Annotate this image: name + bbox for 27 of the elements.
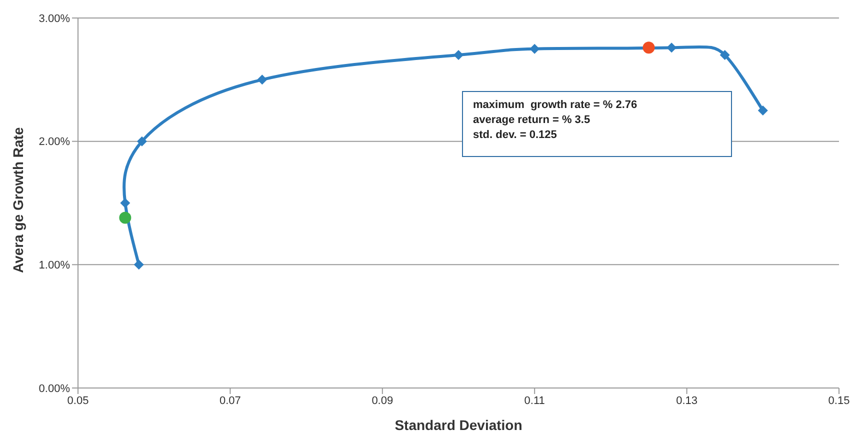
- y-tick-label: 3.00%: [38, 12, 70, 25]
- y-tick-label: 2.00%: [38, 136, 70, 148]
- point: [758, 106, 768, 116]
- point: [454, 50, 464, 60]
- x-axis-title: Standard Deviation: [394, 417, 522, 433]
- point: [257, 74, 268, 85]
- text-box: maximum growth rate = % 2.76 average return = % 3.5 std. dev. = 0.125: [462, 91, 732, 157]
- y-axis-title: Avera ge Growth Rate: [10, 127, 26, 273]
- x-tick-label: 0.15: [828, 394, 850, 407]
- x-tick-label: 0.05: [67, 394, 89, 407]
- annotation: std. dev. = 0.125: [473, 128, 558, 143]
- point: [642, 42, 655, 54]
- point: [136, 136, 147, 146]
- y-tick-label: 0.00%: [38, 382, 70, 395]
- x-tick-label: 0.07: [219, 394, 241, 407]
- annotation: average return = % 3.5: [473, 113, 592, 128]
- point: [134, 260, 144, 270]
- annotation: maximum growth rate = % 2.76: [473, 98, 638, 113]
- point: [666, 42, 677, 53]
- x-tick-label: 0.09: [372, 394, 394, 407]
- x-tick-label: 0.11: [524, 394, 545, 407]
- x-tick-label: 0.13: [676, 394, 698, 407]
- point: [530, 44, 540, 54]
- point: [720, 50, 730, 60]
- point: [120, 198, 130, 208]
- point: [119, 212, 132, 224]
- y-tick-label: 1.00%: [38, 260, 70, 272]
